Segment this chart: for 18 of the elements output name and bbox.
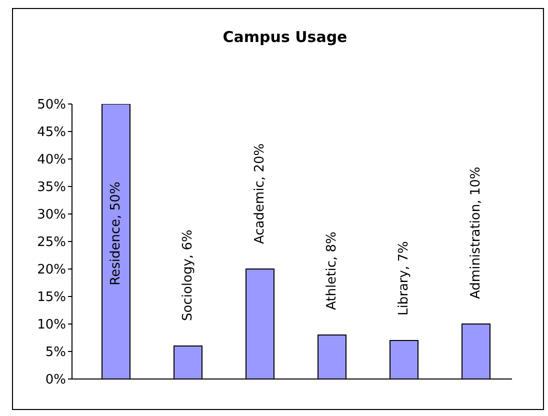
y-tick-label: 30% bbox=[37, 208, 66, 223]
y-tick-label: 5% bbox=[45, 345, 66, 360]
y-tick-label: 45% bbox=[37, 125, 66, 140]
data-label: Residence, 50% bbox=[108, 182, 124, 286]
y-tick-label: 25% bbox=[37, 235, 66, 250]
y-tick-label: 40% bbox=[37, 152, 66, 168]
data-label: Sociology, 6% bbox=[180, 230, 196, 321]
data-label: Academic, 20% bbox=[252, 143, 268, 244]
chart-title: Campus Usage bbox=[222, 28, 348, 46]
y-tick-label: 15% bbox=[37, 290, 66, 306]
data-label: Administration, 10% bbox=[468, 166, 484, 299]
data-label: Athletic, 8% bbox=[324, 232, 340, 310]
y-tick-label: 0% bbox=[45, 372, 66, 388]
y-tick-label: 10% bbox=[37, 318, 66, 333]
data-label: Library, 7% bbox=[396, 241, 412, 316]
y-tick-label: 20% bbox=[37, 262, 66, 278]
y-tick-label: 50% bbox=[37, 98, 66, 113]
y-tick-label: 35% bbox=[37, 180, 66, 196]
